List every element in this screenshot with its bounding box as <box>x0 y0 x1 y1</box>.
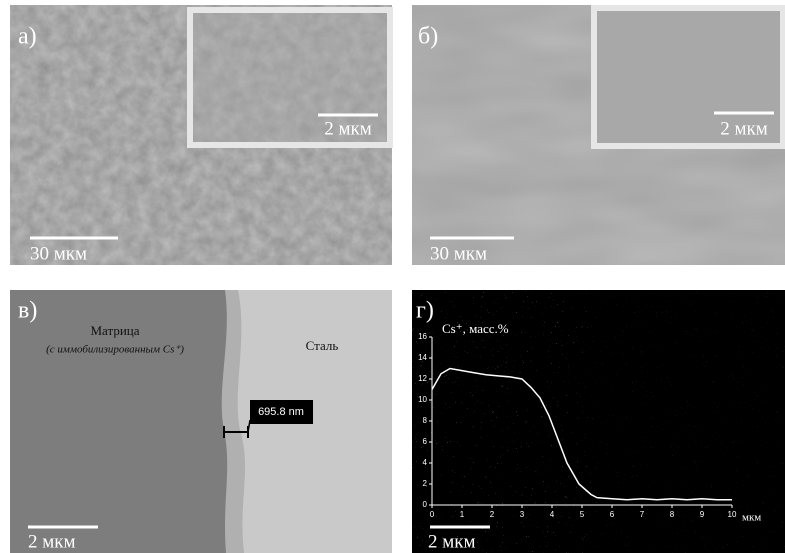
x-tick-label: 6 <box>610 510 615 519</box>
y-tick-label: 6 <box>423 437 428 446</box>
panel-a: 2 мкм а) 30 мкм <box>10 5 392 265</box>
panel-label: в) <box>18 298 37 324</box>
y-tick-label: 12 <box>418 374 427 383</box>
x-tick-label: 4 <box>550 510 555 519</box>
x-tick-label: 7 <box>640 510 645 519</box>
matrix-label: Матрица <box>90 323 139 338</box>
x-tick-label: 1 <box>460 510 465 519</box>
panel-label: а) <box>18 24 37 50</box>
x-tick-label: 9 <box>700 510 705 519</box>
y-tick-label: 2 <box>423 479 428 488</box>
inset-scale: 2 мкм <box>720 118 768 139</box>
panel-label: г) <box>416 298 434 324</box>
x-axis-unit: мкм <box>742 512 761 524</box>
matrix-note: (с иммобилизированным Cs⁺) <box>46 344 184 356</box>
inset-scale: 2 мкм <box>324 118 372 139</box>
scale-label: 30 мкм <box>430 243 487 264</box>
y-tick-label: 16 <box>418 332 427 341</box>
y-axis-label: Cs⁺, масс.% <box>442 321 509 336</box>
figure: 2 мкм а) 30 мкм 2 мкм б) 30 мкм Матрица … <box>0 0 785 553</box>
x-tick-label: 0 <box>430 510 435 519</box>
y-tick-label: 14 <box>418 353 427 362</box>
y-tick-label: 8 <box>423 416 428 425</box>
x-tick-label: 8 <box>670 510 675 519</box>
y-tick-label: 10 <box>418 395 427 404</box>
x-tick-label: 3 <box>520 510 525 519</box>
steel-label: Сталь <box>306 338 339 353</box>
panel-label: б) <box>418 24 438 50</box>
scale-label: 30 мкм <box>30 243 87 264</box>
panel-b: 2 мкм б) 30 мкм <box>412 5 785 265</box>
y-tick-label: 4 <box>423 458 428 467</box>
x-tick-label: 5 <box>580 510 585 519</box>
thickness-label: 695.8 nm <box>258 406 304 418</box>
y-tick-label: 0 <box>423 500 428 509</box>
scale-label: 2 мкм <box>28 531 76 552</box>
scale-label: 2 мкм <box>428 531 476 552</box>
panel-c: Матрица (с иммобилизированным Cs⁺) Сталь… <box>10 290 392 553</box>
x-tick-label: 2 <box>490 510 495 519</box>
x-tick-label: 10 <box>728 510 737 519</box>
